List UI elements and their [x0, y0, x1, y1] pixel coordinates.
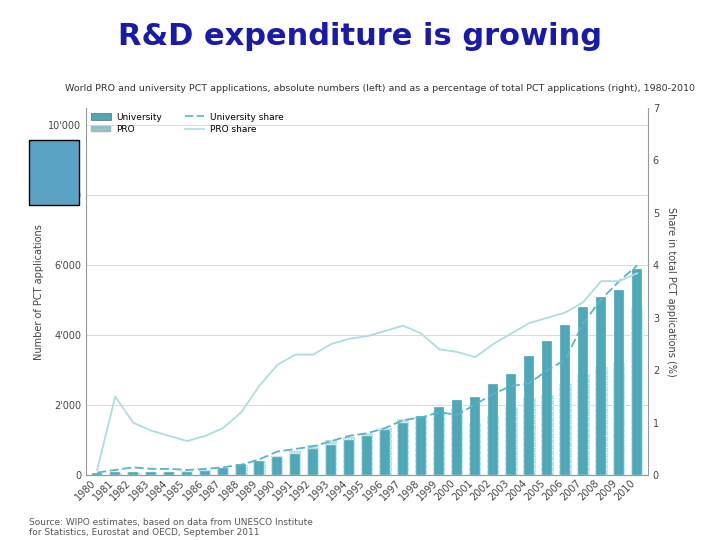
Bar	[487, 416, 500, 475]
Bar	[470, 396, 480, 475]
Bar	[577, 374, 590, 475]
Bar	[307, 446, 320, 475]
Bar	[595, 367, 608, 475]
Bar	[326, 445, 336, 475]
Bar	[92, 474, 102, 475]
Bar	[631, 307, 644, 475]
Bar	[217, 468, 230, 475]
Bar	[505, 407, 518, 475]
Bar	[578, 307, 588, 475]
Bar	[289, 451, 302, 475]
Bar	[434, 407, 444, 475]
Bar	[451, 407, 464, 475]
Bar	[398, 423, 408, 475]
Bar	[614, 290, 624, 475]
Bar	[91, 474, 104, 475]
Legend: University, PRO, University share, PRO share: University, PRO, University share, PRO s…	[91, 112, 284, 134]
Bar	[632, 269, 642, 475]
Text: R&D expenditure is growing: R&D expenditure is growing	[118, 22, 602, 51]
Bar	[127, 472, 140, 475]
Bar	[559, 384, 572, 475]
Bar	[560, 325, 570, 475]
Bar	[308, 449, 318, 475]
Bar	[613, 363, 626, 475]
Bar	[488, 384, 498, 475]
Bar	[290, 454, 300, 475]
Bar	[235, 465, 248, 475]
Bar	[524, 356, 534, 475]
Bar	[452, 400, 462, 475]
Bar	[236, 464, 246, 475]
Bar	[146, 472, 156, 475]
Y-axis label: Share in total PCT applications (%): Share in total PCT applications (%)	[666, 207, 676, 376]
Y-axis label: Number of PCT applications: Number of PCT applications	[35, 224, 44, 360]
Bar	[128, 472, 138, 475]
Bar	[181, 471, 194, 475]
Bar	[325, 440, 338, 475]
Bar	[182, 472, 192, 475]
Bar	[433, 410, 446, 475]
Bar	[469, 423, 482, 475]
Bar	[200, 471, 210, 475]
Bar	[523, 399, 536, 475]
Bar	[416, 416, 426, 475]
Bar	[199, 470, 212, 475]
Bar	[253, 461, 266, 475]
Text: World PRO and university PCT applications, absolute numbers (left) and as a perc: World PRO and university PCT application…	[65, 84, 695, 93]
Bar	[164, 472, 174, 475]
Bar	[541, 395, 554, 475]
Bar	[145, 472, 158, 475]
Bar	[542, 341, 552, 475]
Bar	[380, 430, 390, 475]
Text: Source: WIPO estimates, based on data from UNESCO Institute
for Statistics, Euro: Source: WIPO estimates, based on data fr…	[29, 518, 312, 537]
Bar	[254, 461, 264, 475]
Bar	[163, 472, 176, 475]
Bar	[110, 472, 120, 475]
Bar	[109, 473, 122, 475]
Bar	[397, 419, 410, 475]
Bar	[272, 457, 282, 475]
Bar	[362, 436, 372, 475]
Bar	[506, 374, 516, 475]
Bar	[596, 297, 606, 475]
Polygon shape	[32, 147, 77, 199]
Bar	[361, 433, 374, 475]
Bar	[271, 456, 284, 475]
Bar	[379, 428, 392, 475]
Bar	[344, 440, 354, 475]
Bar	[218, 468, 228, 475]
Bar	[415, 416, 428, 475]
Bar	[343, 437, 356, 475]
